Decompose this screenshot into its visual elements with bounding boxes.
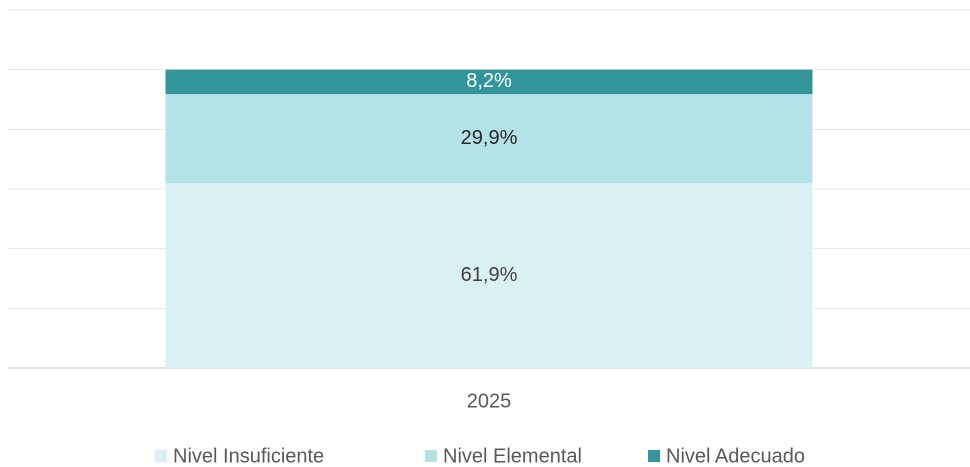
bar-segment bbox=[165, 183, 813, 368]
data-label: 29,9% bbox=[461, 127, 518, 149]
legend-label: Nivel Elemental bbox=[443, 445, 582, 467]
legend-label: Nivel Adecuado bbox=[666, 445, 805, 467]
bar-segment bbox=[165, 94, 813, 184]
data-label: 8,2% bbox=[466, 70, 512, 92]
bar-segment bbox=[165, 69, 813, 95]
legend-label: Nivel Insuficiente bbox=[173, 445, 324, 467]
legend-swatch bbox=[648, 450, 660, 462]
x-tick-label: 2025 bbox=[467, 390, 512, 412]
legend-swatch bbox=[155, 450, 167, 462]
legend-swatch bbox=[425, 450, 437, 462]
data-label: 61,9% bbox=[461, 264, 518, 286]
